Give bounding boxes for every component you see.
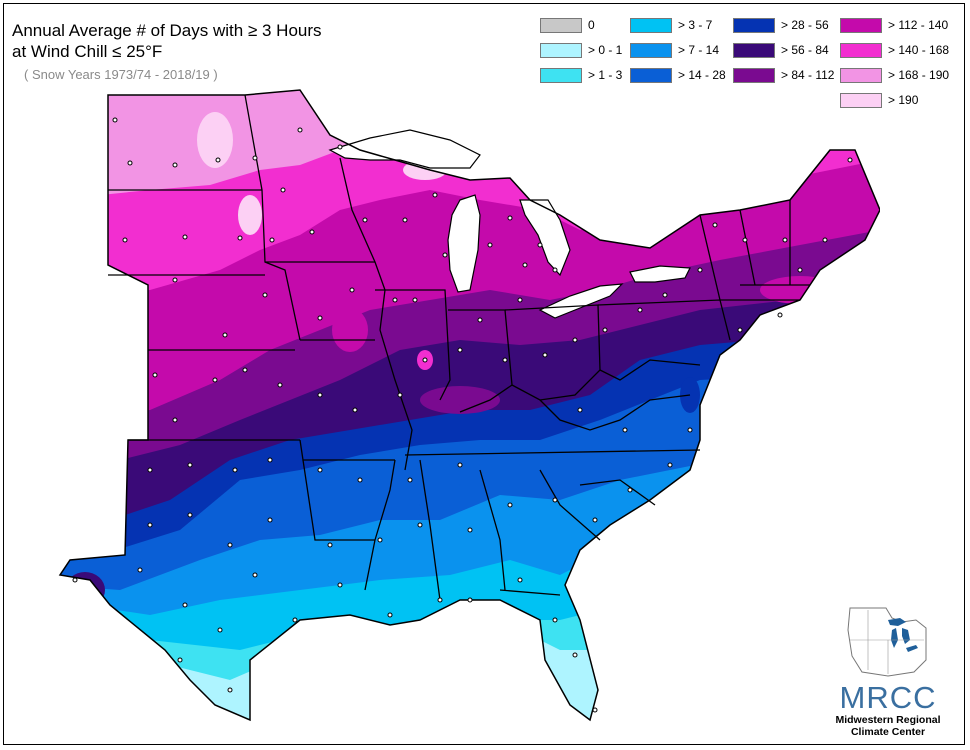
band-gt-190 xyxy=(238,195,262,235)
mrcc-logo: MRCC Midwestern Regional Climate Center xyxy=(828,600,948,738)
legend-label: > 190 xyxy=(888,93,919,107)
mrcc-wordmark: MRCC xyxy=(839,680,937,715)
legend-swatch xyxy=(733,42,775,58)
legend-label: > 168 - 190 xyxy=(888,68,950,82)
legend-swatch xyxy=(630,17,672,33)
legend-item-11: > 168 - 190 xyxy=(840,67,949,83)
station-markers xyxy=(72,117,853,713)
legend-swatch xyxy=(840,42,882,58)
title-line-1: Annual Average # of Days with ≥ 3 Hours xyxy=(12,21,322,40)
legend-label: > 3 - 7 xyxy=(678,18,713,32)
legend-swatch xyxy=(840,67,882,83)
lake-superior xyxy=(328,129,481,169)
logo-line-2: Climate Center xyxy=(850,726,926,738)
band-gt-190 xyxy=(197,112,233,168)
map-title: Annual Average # of Days with ≥ 3 Hours … xyxy=(12,20,322,62)
legend-item-4: > 7 - 14 xyxy=(630,42,719,58)
legend-label: > 140 - 168 xyxy=(888,43,950,57)
legend-label: > 1 - 3 xyxy=(588,68,623,82)
legend-swatch xyxy=(630,67,672,83)
legend-swatch xyxy=(540,67,582,83)
legend-item-8: > 84 - 112 xyxy=(733,67,834,83)
legend-label: > 14 - 28 xyxy=(678,68,726,82)
logo-line-1: Midwestern Regional xyxy=(835,714,941,726)
legend-label: > 7 - 14 xyxy=(678,43,720,57)
legend-item-9: > 112 - 140 xyxy=(840,17,948,33)
legend-item-10: > 140 - 168 xyxy=(840,42,949,58)
great-lakes-region-icon xyxy=(847,607,927,677)
legend-label: > 112 - 140 xyxy=(888,18,949,32)
legend-item-7: > 56 - 84 xyxy=(733,42,829,58)
legend-swatch xyxy=(840,17,882,33)
legend-swatch xyxy=(630,42,672,58)
lake-erie xyxy=(538,283,624,319)
contour-map xyxy=(59,89,880,721)
legend-label: > 28 - 56 xyxy=(781,18,829,32)
legend-swatch xyxy=(540,42,582,58)
legend-label: 0 xyxy=(588,18,595,32)
title-line-2: at Wind Chill ≤ 25°F xyxy=(12,42,163,61)
band-84-112 xyxy=(420,386,500,414)
legend-swatch xyxy=(540,17,582,33)
legend-item-1: > 0 - 1 xyxy=(540,42,622,58)
legend-label: > 84 - 112 xyxy=(781,68,835,82)
legend-swatch xyxy=(840,92,882,108)
legend-item-3: > 3 - 7 xyxy=(630,17,712,33)
legend-item-0: 0 xyxy=(540,17,595,33)
map-subtitle: ( Snow Years 1973/74 - 2018/19 ) xyxy=(24,67,218,82)
legend-swatch xyxy=(733,17,775,33)
lake-ontario xyxy=(629,265,691,283)
lake-huron xyxy=(519,199,571,277)
legend-item-6: > 28 - 56 xyxy=(733,17,829,33)
legend: 0 > 0 - 1 > 1 - 3 > 3 - 7 > 7 - 14 > 14 … xyxy=(540,17,960,117)
legend-label: > 0 - 1 xyxy=(588,43,623,57)
band-112-140 xyxy=(332,308,368,352)
lake-michigan xyxy=(447,194,481,293)
state-borders xyxy=(108,94,831,601)
legend-item-5: > 14 - 28 xyxy=(630,67,726,83)
legend-item-2: > 1 - 3 xyxy=(540,67,622,83)
legend-label: > 56 - 84 xyxy=(781,43,829,57)
legend-item-12: > 190 xyxy=(840,92,918,108)
legend-swatch xyxy=(733,67,775,83)
